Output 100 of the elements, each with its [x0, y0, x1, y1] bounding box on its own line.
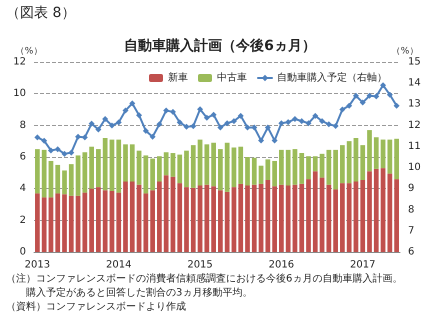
y-tick-label: 0: [20, 246, 26, 258]
bar: [340, 183, 345, 252]
bar: [299, 184, 304, 252]
point: [210, 112, 217, 118]
bar: [76, 155, 80, 196]
bar: [35, 149, 40, 194]
bar: [326, 184, 332, 252]
bar: [184, 187, 189, 252]
bar: [123, 182, 128, 252]
bar: [190, 145, 196, 188]
bar: [326, 150, 332, 185]
y-tick-label: 6: [20, 152, 26, 162]
point: [285, 119, 292, 126]
point: [360, 100, 366, 106]
y-axis-title: （%）: [16, 46, 42, 56]
bar: [89, 188, 94, 252]
y2-tick-label: 12: [408, 120, 421, 131]
point: [319, 118, 326, 124]
bar: [198, 186, 202, 252]
point: [54, 146, 61, 152]
point: [394, 102, 400, 109]
bar: [394, 138, 399, 180]
bar: [150, 158, 155, 190]
bar: [211, 142, 216, 186]
bar: [258, 184, 264, 252]
point: [129, 100, 136, 106]
point: [386, 92, 393, 98]
point: [204, 114, 210, 121]
y2-tick-label: 8: [408, 204, 414, 216]
point: [41, 138, 48, 144]
point: [339, 106, 346, 112]
y2-axis-title: （%）: [392, 46, 418, 56]
point: [62, 150, 68, 157]
bar: [42, 197, 47, 252]
point: [88, 120, 95, 127]
point: [34, 134, 40, 140]
bar: [48, 160, 54, 198]
bar: [68, 196, 74, 252]
bar: [367, 130, 372, 172]
bar: [96, 187, 101, 252]
legend-label: 中古車: [217, 72, 247, 84]
point: [332, 122, 339, 129]
y-tick-label: 8: [20, 120, 26, 131]
bar: [116, 140, 122, 193]
y-tick-label: 4: [20, 183, 26, 194]
bar: [110, 140, 114, 192]
bar: [110, 191, 114, 252]
bar: [218, 190, 223, 252]
point: [48, 147, 54, 154]
bar: [387, 174, 392, 252]
point: [102, 116, 108, 122]
bar: [272, 186, 277, 252]
point: [306, 120, 312, 126]
y2-tick-label: 9: [408, 183, 414, 194]
point: [298, 118, 305, 124]
bar: [279, 184, 284, 252]
point: [150, 134, 156, 140]
y-tick-label: 10: [13, 88, 26, 100]
bar: [89, 146, 94, 189]
bar: [346, 141, 352, 184]
text: （資料）コンファレンスボードより作成: [6, 300, 186, 312]
point: [326, 121, 332, 128]
bar: [177, 183, 182, 252]
bar: [157, 182, 162, 252]
bar: [62, 170, 67, 194]
bar: [76, 196, 80, 252]
bar: [265, 159, 270, 180]
bar: [394, 179, 399, 252]
bar: [190, 188, 196, 252]
y2-tick-label: 11: [408, 140, 421, 152]
y2-tick-label: 15: [408, 56, 421, 68]
bar: [62, 194, 67, 252]
x-tick-label: 2013: [24, 260, 50, 270]
bar: [312, 156, 318, 172]
bar: [68, 164, 74, 196]
bar: [170, 176, 176, 252]
x-tick-label: 2017: [350, 260, 376, 270]
bar: [367, 171, 372, 252]
point: [68, 150, 74, 156]
x-tick-label: 2016: [268, 260, 294, 270]
bar: [286, 186, 291, 252]
point: [366, 92, 372, 99]
bar: [360, 180, 366, 252]
point: [264, 124, 271, 130]
y-tick-label: 2: [20, 214, 26, 226]
bar: [130, 144, 135, 182]
bar: [136, 184, 142, 252]
bar: [123, 144, 128, 182]
legend-label: 自動車購入予定（右軸）: [277, 72, 387, 84]
bar: [204, 184, 210, 252]
bar: [42, 150, 47, 198]
bar: [143, 155, 148, 194]
bar: [292, 149, 298, 185]
bar: [130, 182, 135, 252]
bar: [82, 152, 88, 193]
bar: [306, 156, 311, 180]
point: [184, 124, 190, 130]
y2-tick-label: 14: [408, 78, 421, 89]
point: [142, 128, 149, 134]
bar: [238, 146, 244, 184]
